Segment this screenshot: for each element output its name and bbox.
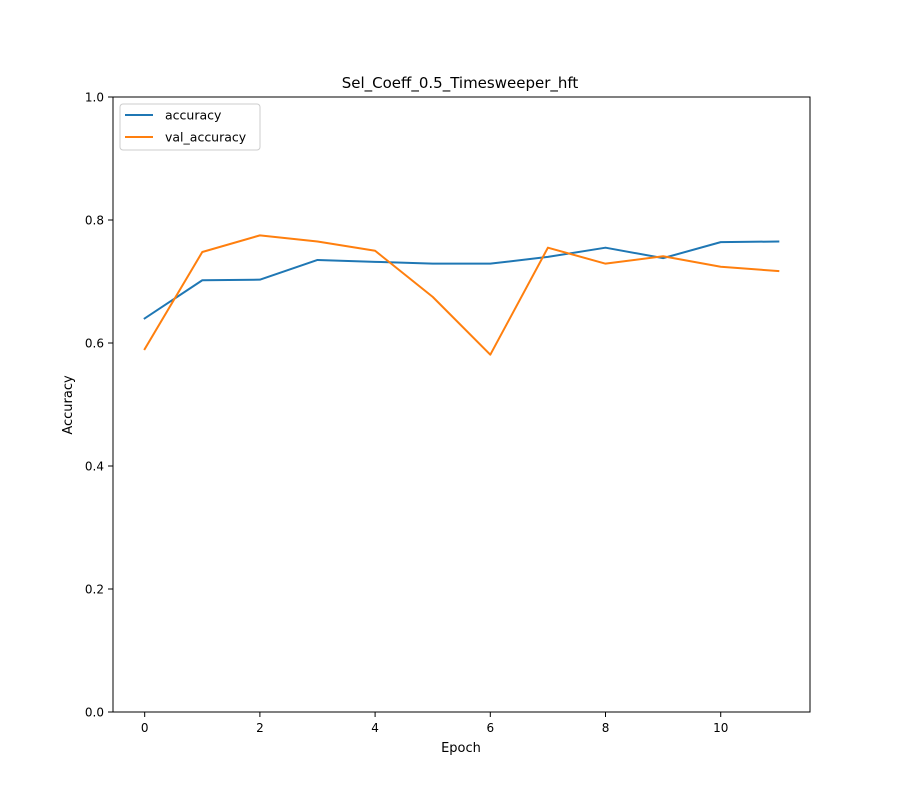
chart-title: Sel_Coeff_0.5_Timesweeper_hft [342,74,579,93]
x-tick-label: 8 [602,721,610,735]
series-layer [143,234,780,356]
x-tick-label: 10 [713,721,728,735]
y-tick-label: 1.0 [85,91,104,105]
legend-label-accuracy: accuracy [165,108,222,123]
plot-frame [112,96,811,713]
x-tick-label: 2 [256,721,264,735]
x-axis-label: Epoch [441,741,481,756]
y-tick-label: 0.6 [85,337,104,351]
x-tick-label: 0 [141,721,149,735]
y-axis: 0.0 0.2 0.4 0.6 0.8 1.0 [85,91,113,720]
legend-box [119,103,261,151]
legend-label-val-accuracy: val_accuracy [165,130,247,145]
y-tick-label: 0.0 [85,706,104,720]
y-tick-label: 0.8 [85,214,104,228]
x-axis: 0 2 4 6 8 10 [141,712,728,735]
legend: accuracy val_accuracy [119,103,261,151]
y-tick-label: 0.2 [85,583,104,597]
y-axis-label: Accuracy [61,375,76,435]
y-tick-label: 0.4 [85,460,104,474]
series-line-val-accuracy [143,234,780,356]
x-tick-label: 6 [486,721,494,735]
plot-background [113,97,810,712]
series-line-accuracy [143,240,780,320]
x-tick-label: 4 [371,721,379,735]
plot-area [112,96,811,713]
